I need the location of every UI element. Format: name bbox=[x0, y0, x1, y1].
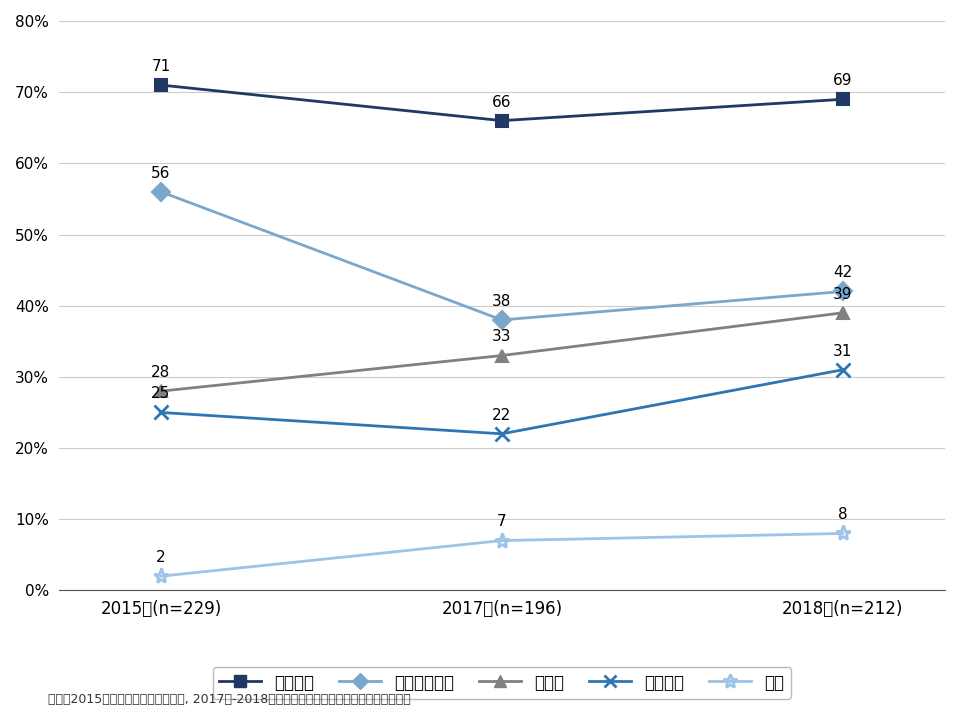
Text: 39: 39 bbox=[833, 287, 852, 302]
Text: 出所：2015年シニアの生活実態調査, 2017年-2018年一般向けモバイル動向調査（訪問留置）: 出所：2015年シニアの生活実態調査, 2017年-2018年一般向けモバイル動… bbox=[48, 693, 411, 706]
固定電話 bbox=[496, 117, 508, 125]
ＬＩＮＥ bbox=[496, 430, 508, 438]
Line: ケータイ通話: ケータイ通話 bbox=[155, 186, 849, 326]
Line: 直接: 直接 bbox=[154, 526, 851, 584]
固定電話 bbox=[156, 81, 167, 89]
メール bbox=[156, 387, 167, 395]
メール bbox=[496, 351, 508, 360]
Text: 31: 31 bbox=[833, 343, 852, 359]
Text: 25: 25 bbox=[152, 387, 171, 401]
ケータイ通話 bbox=[156, 187, 167, 196]
ＬＩＮＥ bbox=[837, 366, 849, 374]
Line: メール: メール bbox=[155, 307, 849, 397]
Text: 71: 71 bbox=[152, 59, 171, 74]
Text: 66: 66 bbox=[492, 94, 512, 109]
ＬＩＮＥ bbox=[156, 408, 167, 417]
Legend: 固定電話, ケータイ通話, メール, ＬＩＮＥ, 直接: 固定電話, ケータイ通話, メール, ＬＩＮＥ, 直接 bbox=[213, 667, 791, 698]
直接 bbox=[156, 572, 167, 580]
Text: 42: 42 bbox=[833, 266, 852, 280]
Text: 8: 8 bbox=[838, 508, 848, 522]
Text: 22: 22 bbox=[492, 408, 512, 423]
ケータイ通話 bbox=[837, 287, 849, 296]
固定電話 bbox=[837, 95, 849, 104]
ケータイ通話 bbox=[496, 315, 508, 324]
Text: 28: 28 bbox=[152, 365, 171, 380]
Text: 69: 69 bbox=[833, 73, 852, 88]
Text: 38: 38 bbox=[492, 294, 512, 309]
Text: 33: 33 bbox=[492, 330, 512, 344]
Text: 56: 56 bbox=[152, 166, 171, 181]
Line: 固定電話: 固定電話 bbox=[155, 78, 849, 127]
直接 bbox=[837, 529, 849, 538]
Text: 7: 7 bbox=[497, 515, 507, 529]
メール bbox=[837, 308, 849, 317]
Text: 2: 2 bbox=[156, 550, 166, 565]
直接 bbox=[496, 536, 508, 545]
Line: ＬＩＮＥ: ＬＩＮＥ bbox=[154, 363, 850, 441]
